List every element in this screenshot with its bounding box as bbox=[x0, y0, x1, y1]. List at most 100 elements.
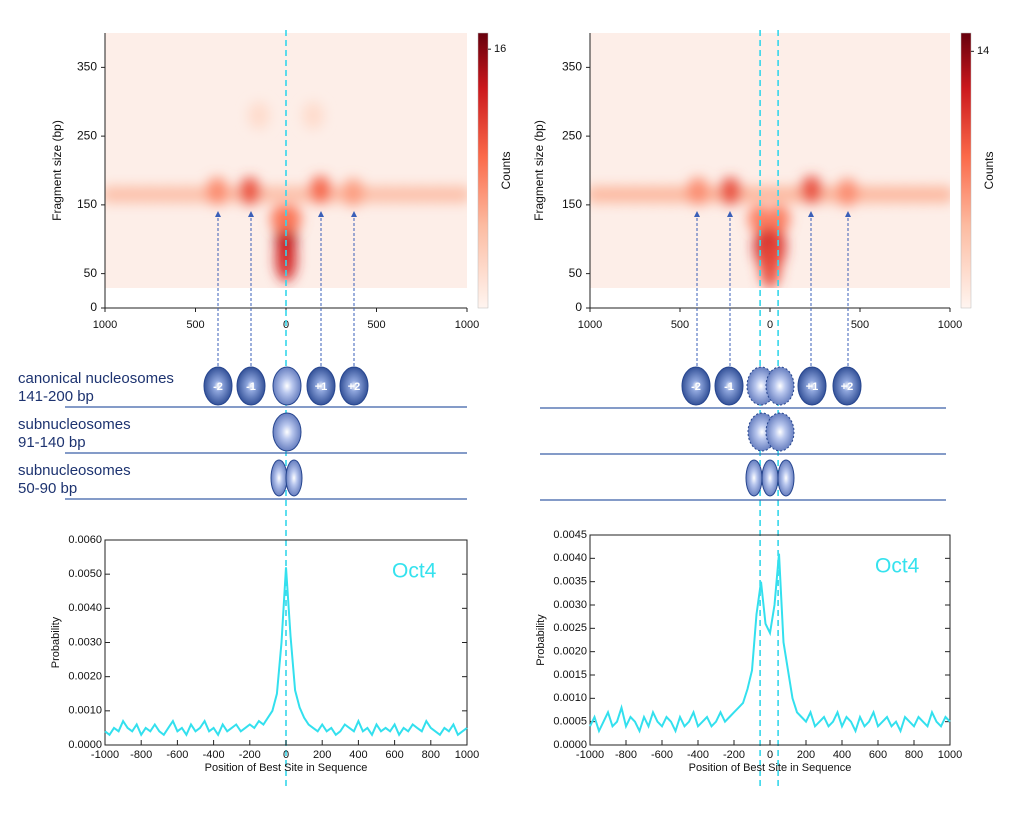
x-tick-label: 1000 bbox=[938, 319, 962, 331]
y-tick-label: 250 bbox=[77, 128, 97, 142]
nucleosome bbox=[765, 412, 795, 452]
heatmap-cells bbox=[590, 175, 950, 288]
y-axis-label: Probability bbox=[50, 616, 62, 668]
y-tick-label: 250 bbox=[562, 128, 582, 142]
x-tick-label: -600 bbox=[166, 749, 188, 761]
density-spot bbox=[443, 185, 467, 204]
density-spot bbox=[275, 237, 297, 282]
y-tick-label: 0.0030 bbox=[68, 636, 102, 648]
y-tick-label: 350 bbox=[77, 60, 97, 74]
y-axis-label: Probability bbox=[535, 614, 547, 666]
x-tick-label: -600 bbox=[651, 749, 673, 761]
nucleosome bbox=[203, 366, 233, 406]
colorbar-tick-label: 16 bbox=[494, 43, 506, 55]
nucleosome-label: -2 bbox=[213, 381, 223, 393]
density-spot bbox=[748, 204, 771, 233]
x-tick-label: 600 bbox=[869, 749, 887, 761]
y-tick-label: 0.0000 bbox=[68, 739, 102, 751]
x-tick-label: 1000 bbox=[455, 319, 479, 331]
density-spot bbox=[800, 175, 823, 204]
x-tick-label: 800 bbox=[422, 749, 440, 761]
nucleosome-label: +1 bbox=[806, 381, 819, 393]
nucleosome bbox=[270, 459, 288, 497]
y-tick-label: 0.0015 bbox=[553, 669, 587, 681]
y-tick-label: 0 bbox=[575, 300, 582, 314]
x-tick-label: 1000 bbox=[93, 319, 117, 331]
row-label: subnucleosomes bbox=[18, 462, 131, 479]
nucleosome bbox=[272, 412, 302, 452]
heatmap-blur bbox=[590, 175, 950, 288]
x-tick-label: -400 bbox=[203, 749, 225, 761]
y-axis-label: Fragment size (bp) bbox=[50, 120, 64, 221]
x-tick-label: 500 bbox=[186, 319, 204, 331]
y-tick-label: 0.0030 bbox=[553, 599, 587, 611]
density-spot bbox=[309, 175, 332, 204]
nucleosome bbox=[681, 366, 711, 406]
nucleosome bbox=[761, 459, 779, 497]
density-spot bbox=[238, 177, 261, 206]
y-tick-label: 0.0020 bbox=[553, 646, 587, 658]
colorbar bbox=[960, 32, 972, 309]
y-tick-label: 0.0005 bbox=[553, 716, 587, 728]
x-tick-label: 1000 bbox=[578, 319, 602, 331]
y-tick-label: 350 bbox=[562, 60, 582, 74]
density-spot bbox=[302, 101, 325, 130]
annotation: Oct4 bbox=[392, 560, 437, 583]
y-tick-label: 0.0035 bbox=[553, 576, 587, 588]
probability-line bbox=[589, 553, 951, 734]
nucleosome bbox=[832, 366, 862, 406]
nucleosome bbox=[714, 366, 744, 406]
y-axis-label: Fragment size (bp) bbox=[532, 120, 546, 221]
row-label: canonical nucleosomes bbox=[18, 370, 174, 387]
y-tick-label: 150 bbox=[77, 197, 97, 211]
x-tick-label: 500 bbox=[671, 319, 689, 331]
density-spot bbox=[247, 101, 270, 130]
heatmap-blur bbox=[105, 101, 467, 282]
nucleosome-label: +2 bbox=[348, 381, 361, 393]
y-tick-label: 0.0010 bbox=[553, 692, 587, 704]
y-tick-label: 0.0020 bbox=[68, 671, 102, 683]
nucleosome bbox=[272, 366, 302, 406]
x-tick-label: 1000 bbox=[938, 749, 962, 761]
y-tick-label: 0.0000 bbox=[553, 739, 587, 751]
nucleosome bbox=[797, 366, 827, 406]
x-tick-label: 200 bbox=[797, 749, 815, 761]
density-spot bbox=[759, 244, 781, 288]
y-tick-label: 0.0040 bbox=[553, 552, 587, 564]
x-tick-label: 0 bbox=[283, 749, 289, 761]
x-tick-label: 1000 bbox=[455, 749, 479, 761]
nucleosome bbox=[339, 366, 369, 406]
y-tick-label: 50 bbox=[569, 266, 583, 280]
y-tick-label: 0.0010 bbox=[68, 705, 102, 717]
x-tick-label: -800 bbox=[615, 749, 637, 761]
nucleosome bbox=[306, 366, 336, 406]
nucleosome-label: -2 bbox=[691, 381, 701, 393]
colorbar-label: Counts bbox=[499, 151, 513, 189]
density-spot bbox=[279, 204, 302, 233]
probability-line bbox=[104, 567, 468, 737]
x-tick-label: -1000 bbox=[576, 749, 604, 761]
density-spot bbox=[719, 177, 742, 206]
x-tick-label: 800 bbox=[905, 749, 923, 761]
y-tick-label: 150 bbox=[562, 197, 582, 211]
y-tick-label: 50 bbox=[84, 266, 98, 280]
x-tick-label: -800 bbox=[130, 749, 152, 761]
nucleosome-label: -1 bbox=[724, 381, 734, 393]
heatmap-cells bbox=[105, 101, 467, 282]
density-spot bbox=[927, 185, 950, 204]
nucleosome bbox=[745, 459, 763, 497]
x-tick-label: 200 bbox=[313, 749, 331, 761]
x-tick-label: 500 bbox=[851, 319, 869, 331]
colorbar bbox=[477, 32, 489, 309]
x-tick-label: 400 bbox=[349, 749, 367, 761]
y-tick-label: 0.0040 bbox=[68, 602, 102, 614]
y-tick-label: 0.0050 bbox=[68, 568, 102, 580]
x-tick-label: -1000 bbox=[91, 749, 119, 761]
x-tick-label: 600 bbox=[385, 749, 403, 761]
nucleosome bbox=[236, 366, 266, 406]
nucleosome-label: -1 bbox=[246, 381, 256, 393]
row-label: subnucleosomes bbox=[18, 416, 131, 433]
y-tick-label: 0.0060 bbox=[68, 534, 102, 546]
